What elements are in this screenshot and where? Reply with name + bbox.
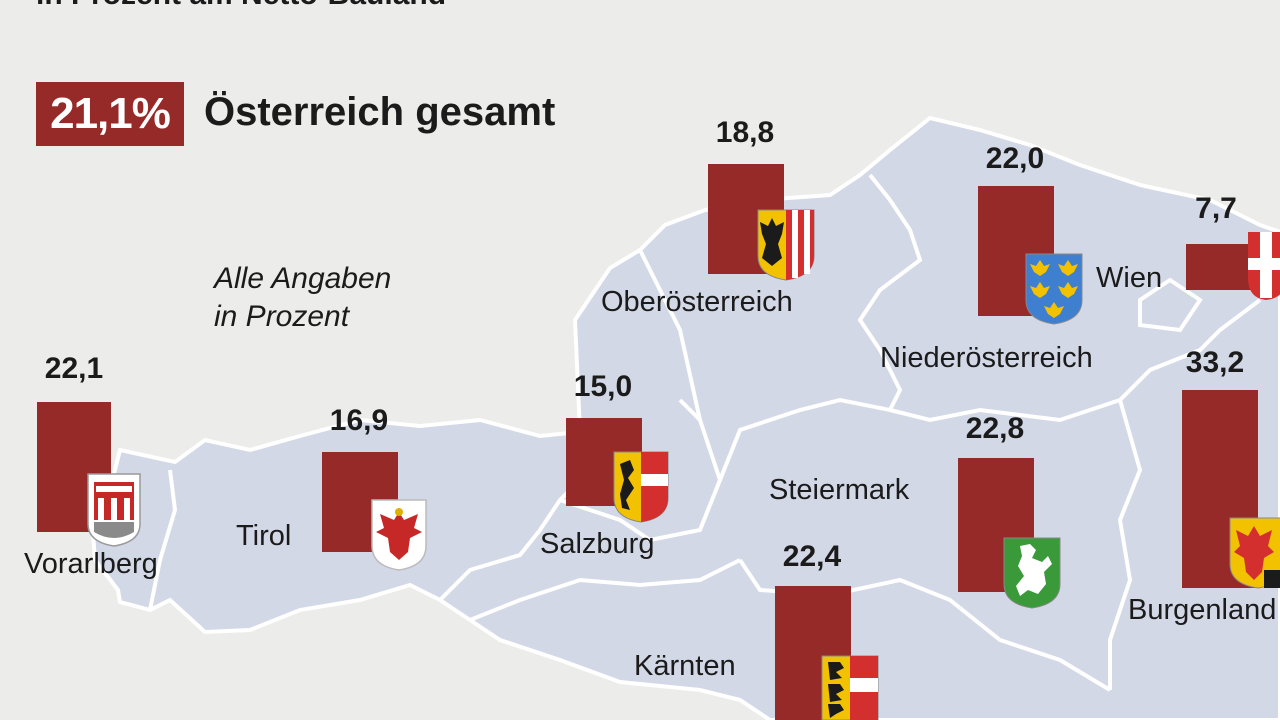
value-salzburg: 15,0 [573, 370, 633, 403]
units-note-line-1: Alle Angaben [214, 262, 392, 295]
value-kaernten: 22,4 [782, 540, 842, 573]
oberoesterreich-eagle-crest-icon [757, 209, 815, 281]
austria-outline [89, 115, 1280, 720]
value-steiermark: 22,8 [965, 412, 1025, 445]
value-burgenland: 33,2 [1185, 346, 1245, 379]
label-niederoesterreich: Niederösterreich [880, 342, 1093, 374]
state-borders [148, 173, 1262, 692]
total-label: Österreich gesamt [204, 90, 556, 134]
subtitle: in Prozent am Netto-Bauland [36, 0, 446, 12]
units-note: Alle Angaben in Prozent [214, 260, 391, 336]
label-vorarlberg: Vorarlberg [24, 548, 158, 580]
label-oberoesterreich: Oberösterreich [601, 286, 793, 318]
wien-cross-crest-icon [1248, 232, 1280, 300]
value-tirol: 16,9 [329, 404, 389, 437]
steiermark-panther-crest-icon [1003, 537, 1061, 609]
burgenland-eagle-crest-icon [1229, 517, 1280, 589]
kaernten-lions-crest-icon [821, 655, 879, 720]
value-oberoesterreich: 18,8 [715, 116, 775, 149]
label-salzburg: Salzburg [540, 528, 655, 560]
units-note-line-2: in Prozent [214, 300, 350, 333]
label-burgenland: Burgenland [1128, 594, 1277, 626]
label-tirol: Tirol [236, 520, 292, 552]
label-steiermark: Steiermark [769, 474, 910, 506]
total-value-badge: 21,1% [36, 82, 184, 146]
tirol-eagle-crest-icon [371, 499, 427, 571]
niederoesterreich-eagles-crest-icon [1025, 253, 1083, 325]
value-wien: 7,7 [1195, 192, 1237, 225]
label-kaernten: Kärnten [634, 650, 736, 682]
label-wien: Wien [1096, 262, 1163, 294]
vorarlberg-crest-icon [87, 473, 141, 547]
salzburg-lion-crest-icon [613, 451, 669, 523]
value-niederoesterreich: 22,0 [985, 142, 1045, 175]
value-vorarlberg: 22,1 [44, 352, 104, 385]
